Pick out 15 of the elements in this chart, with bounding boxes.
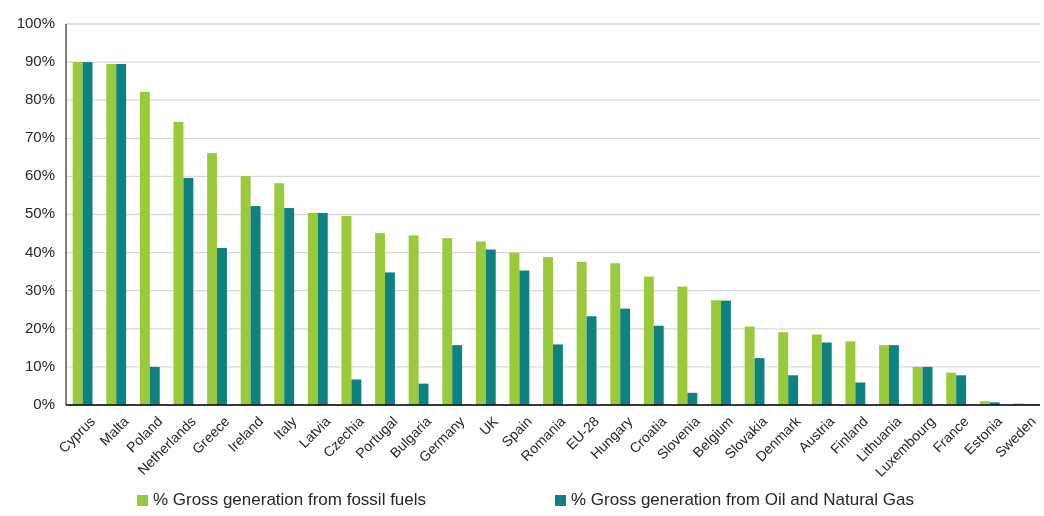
y-tick-label: 70% — [24, 128, 55, 146]
x-tick-label: Italy — [270, 413, 300, 443]
y-tick-label: 100% — [16, 13, 55, 31]
x-tick-label: UK — [476, 412, 502, 439]
legend-label: % Gross generation from fossil fuels — [153, 490, 427, 510]
y-tick-label: 50% — [24, 204, 55, 222]
y-tick-label: 0% — [33, 394, 55, 412]
legend-label: % Gross generation from Oil and Natural Gas — [571, 490, 914, 510]
y-tick-label: 40% — [24, 242, 55, 260]
y-tick-label: 60% — [24, 166, 55, 184]
y-tick-label: 20% — [24, 318, 55, 336]
y-tick-label: 10% — [24, 356, 55, 374]
y-tick-label: 90% — [24, 52, 55, 70]
y-tick-label: 80% — [24, 90, 55, 108]
y-tick-label: 30% — [24, 280, 55, 298]
